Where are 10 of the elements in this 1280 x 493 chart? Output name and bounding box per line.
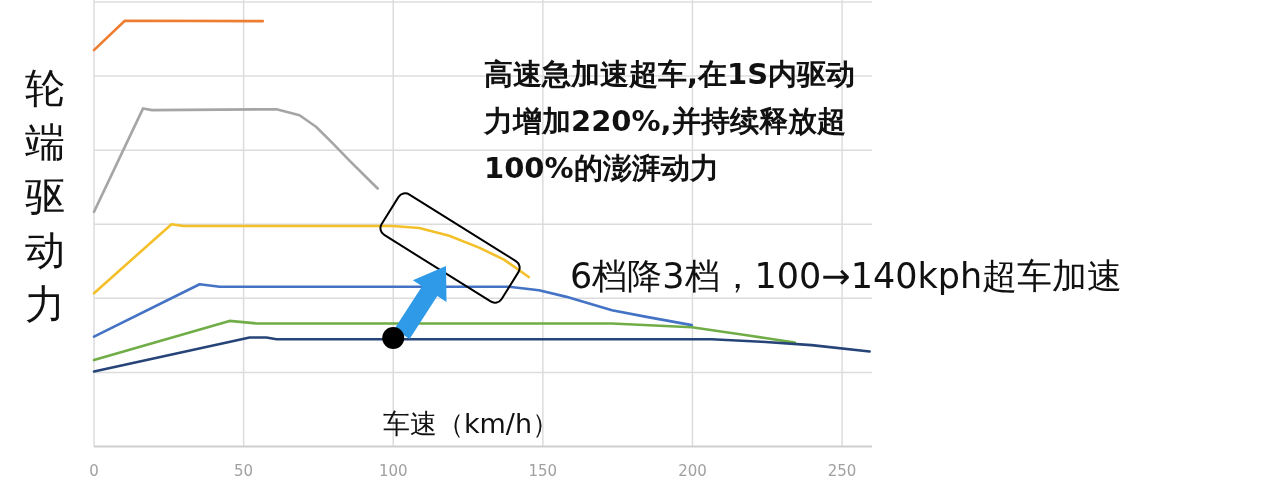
x-tick-label: 100 xyxy=(378,462,408,480)
x-tick-label: 50 xyxy=(234,462,254,480)
x-axis-title: 车速（km/h） xyxy=(382,408,560,439)
y-axis-title: 轮端驱动力 xyxy=(25,65,65,327)
x-tick-label: 200 xyxy=(678,462,707,480)
x-tick-label: 250 xyxy=(827,462,857,480)
annotation: 6档降3档，100→140kph超车加速 xyxy=(570,256,1123,296)
x-tick-label: 150 xyxy=(528,462,558,480)
x-tick-label: 0 xyxy=(89,462,99,480)
annotation: 高速急加速超车,在1S内驱动力增加220%,并持续释放超100%的澎湃动力 xyxy=(483,57,856,185)
